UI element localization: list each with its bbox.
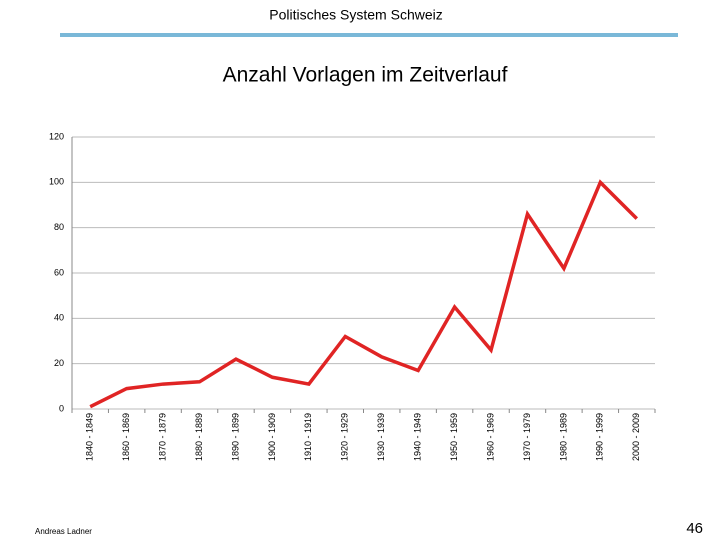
x-tick-label: 1900 - 1909: [267, 413, 277, 461]
x-tick-label: 1970 - 1979: [522, 413, 532, 461]
x-tick-label: 1910 - 1919: [303, 413, 313, 461]
y-tick-label: 120: [49, 131, 64, 141]
y-tick-label: 0: [59, 403, 64, 413]
x-tick-label: 1890 - 1899: [230, 413, 240, 461]
chart-title: Anzahl Vorlagen im Zeitverlauf: [223, 64, 508, 87]
y-tick-label: 80: [54, 222, 64, 232]
data-line: [89, 179, 639, 409]
y-tick-label: 100: [49, 177, 64, 187]
x-tick-label: 1920 - 1929: [340, 413, 350, 461]
x-tick-label: 1990 - 1999: [595, 413, 605, 461]
x-tick-label: 1870 - 1879: [157, 413, 167, 461]
slide-header: Politisches System Schweiz: [269, 7, 443, 23]
x-tick-label: 1950 - 1959: [449, 413, 459, 461]
x-tick-label: 1860 - 1869: [121, 413, 131, 461]
x-tick-label: 1980 - 1989: [558, 413, 568, 461]
x-tick-label: 1930 - 1939: [376, 413, 386, 461]
x-tick-label: 1960 - 1969: [485, 413, 495, 461]
author: Andreas Ladner: [35, 527, 92, 536]
x-tick-label: 1880 - 1889: [194, 413, 204, 461]
x-tick-label: 2000 - 2009: [631, 413, 641, 461]
y-tick-label: 20: [54, 358, 64, 368]
x-tick-label: 1940 - 1949: [413, 413, 423, 461]
y-tick-label: 40: [54, 313, 64, 323]
x-tick-label: 1840 - 1849: [85, 413, 95, 461]
page-number: 46: [686, 520, 703, 537]
y-tick-label: 60: [54, 267, 64, 277]
